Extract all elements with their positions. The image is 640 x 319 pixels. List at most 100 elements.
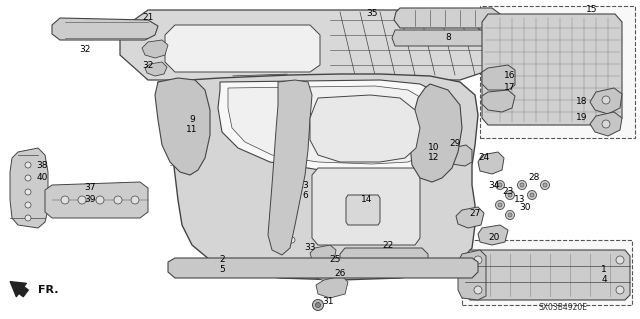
Text: 23: 23 [502, 188, 514, 197]
Circle shape [433, 265, 438, 271]
Polygon shape [590, 88, 622, 114]
Text: 35: 35 [366, 10, 378, 19]
Circle shape [495, 181, 504, 189]
Polygon shape [456, 207, 484, 228]
Polygon shape [228, 86, 430, 164]
Circle shape [289, 145, 295, 151]
Polygon shape [268, 80, 312, 255]
Circle shape [198, 265, 202, 271]
Text: 4: 4 [601, 276, 607, 285]
Circle shape [342, 265, 348, 271]
Polygon shape [478, 152, 504, 174]
Text: 12: 12 [428, 153, 440, 162]
Circle shape [541, 181, 550, 189]
Circle shape [131, 196, 139, 204]
Text: 32: 32 [142, 61, 154, 70]
FancyArrowPatch shape [10, 282, 28, 297]
Polygon shape [346, 195, 380, 225]
Circle shape [527, 190, 536, 199]
Circle shape [25, 189, 31, 195]
Circle shape [498, 183, 502, 187]
Circle shape [289, 215, 295, 221]
Polygon shape [310, 95, 420, 162]
Text: 6: 6 [302, 190, 308, 199]
Text: 8: 8 [445, 33, 451, 42]
Circle shape [403, 265, 408, 271]
Polygon shape [316, 276, 348, 298]
Circle shape [312, 300, 323, 310]
Text: 33: 33 [304, 243, 316, 253]
Polygon shape [465, 250, 630, 300]
Circle shape [602, 96, 610, 104]
Circle shape [506, 190, 515, 199]
Polygon shape [155, 78, 210, 175]
Polygon shape [145, 62, 167, 76]
Text: 20: 20 [488, 234, 500, 242]
Text: 17: 17 [504, 84, 516, 93]
Circle shape [96, 196, 104, 204]
Circle shape [289, 192, 295, 198]
Text: 2: 2 [219, 256, 225, 264]
Polygon shape [590, 112, 622, 136]
Text: 29: 29 [449, 139, 461, 149]
Polygon shape [394, 8, 500, 28]
Circle shape [495, 201, 504, 210]
Polygon shape [142, 40, 168, 58]
Polygon shape [410, 84, 462, 182]
Circle shape [289, 105, 295, 111]
Text: 28: 28 [528, 174, 540, 182]
Circle shape [498, 203, 502, 207]
Text: 11: 11 [186, 125, 198, 135]
Polygon shape [312, 168, 420, 245]
Circle shape [372, 265, 378, 271]
Circle shape [602, 120, 610, 128]
Text: FR.: FR. [38, 285, 58, 295]
Circle shape [616, 256, 624, 264]
Circle shape [289, 167, 295, 173]
Text: 24: 24 [478, 153, 490, 162]
Text: 1: 1 [601, 265, 607, 275]
Text: 22: 22 [382, 241, 394, 250]
Polygon shape [45, 182, 148, 218]
Circle shape [518, 181, 527, 189]
Text: 25: 25 [330, 256, 340, 264]
Bar [480, 6, 635, 138]
Text: 15: 15 [586, 5, 598, 14]
Polygon shape [165, 25, 320, 72]
Circle shape [474, 256, 482, 264]
Circle shape [25, 215, 31, 221]
Text: 21: 21 [142, 13, 154, 23]
Text: 3: 3 [302, 181, 308, 189]
Circle shape [530, 193, 534, 197]
Bar [462, 240, 632, 305]
Text: 39: 39 [84, 196, 96, 204]
Circle shape [253, 265, 257, 271]
Circle shape [508, 193, 512, 197]
Circle shape [78, 196, 86, 204]
Polygon shape [314, 260, 344, 282]
Text: SX03B4920E: SX03B4920E [538, 303, 588, 313]
Circle shape [25, 162, 31, 168]
Circle shape [289, 237, 295, 243]
Polygon shape [158, 74, 478, 280]
Circle shape [312, 265, 317, 271]
Text: 27: 27 [469, 210, 481, 219]
Text: 32: 32 [79, 46, 91, 55]
Text: 16: 16 [504, 70, 516, 79]
Polygon shape [478, 225, 508, 245]
Polygon shape [168, 258, 478, 278]
Circle shape [114, 196, 122, 204]
Circle shape [223, 265, 227, 271]
Text: 34: 34 [488, 181, 500, 189]
Text: 37: 37 [84, 183, 96, 192]
Circle shape [616, 286, 624, 294]
Text: 14: 14 [362, 196, 372, 204]
Text: 38: 38 [36, 160, 48, 169]
Polygon shape [447, 145, 472, 166]
Text: 9: 9 [189, 115, 195, 124]
Polygon shape [482, 90, 515, 112]
Polygon shape [482, 65, 515, 90]
Circle shape [458, 265, 463, 271]
Text: 30: 30 [519, 204, 531, 212]
Circle shape [25, 202, 31, 208]
